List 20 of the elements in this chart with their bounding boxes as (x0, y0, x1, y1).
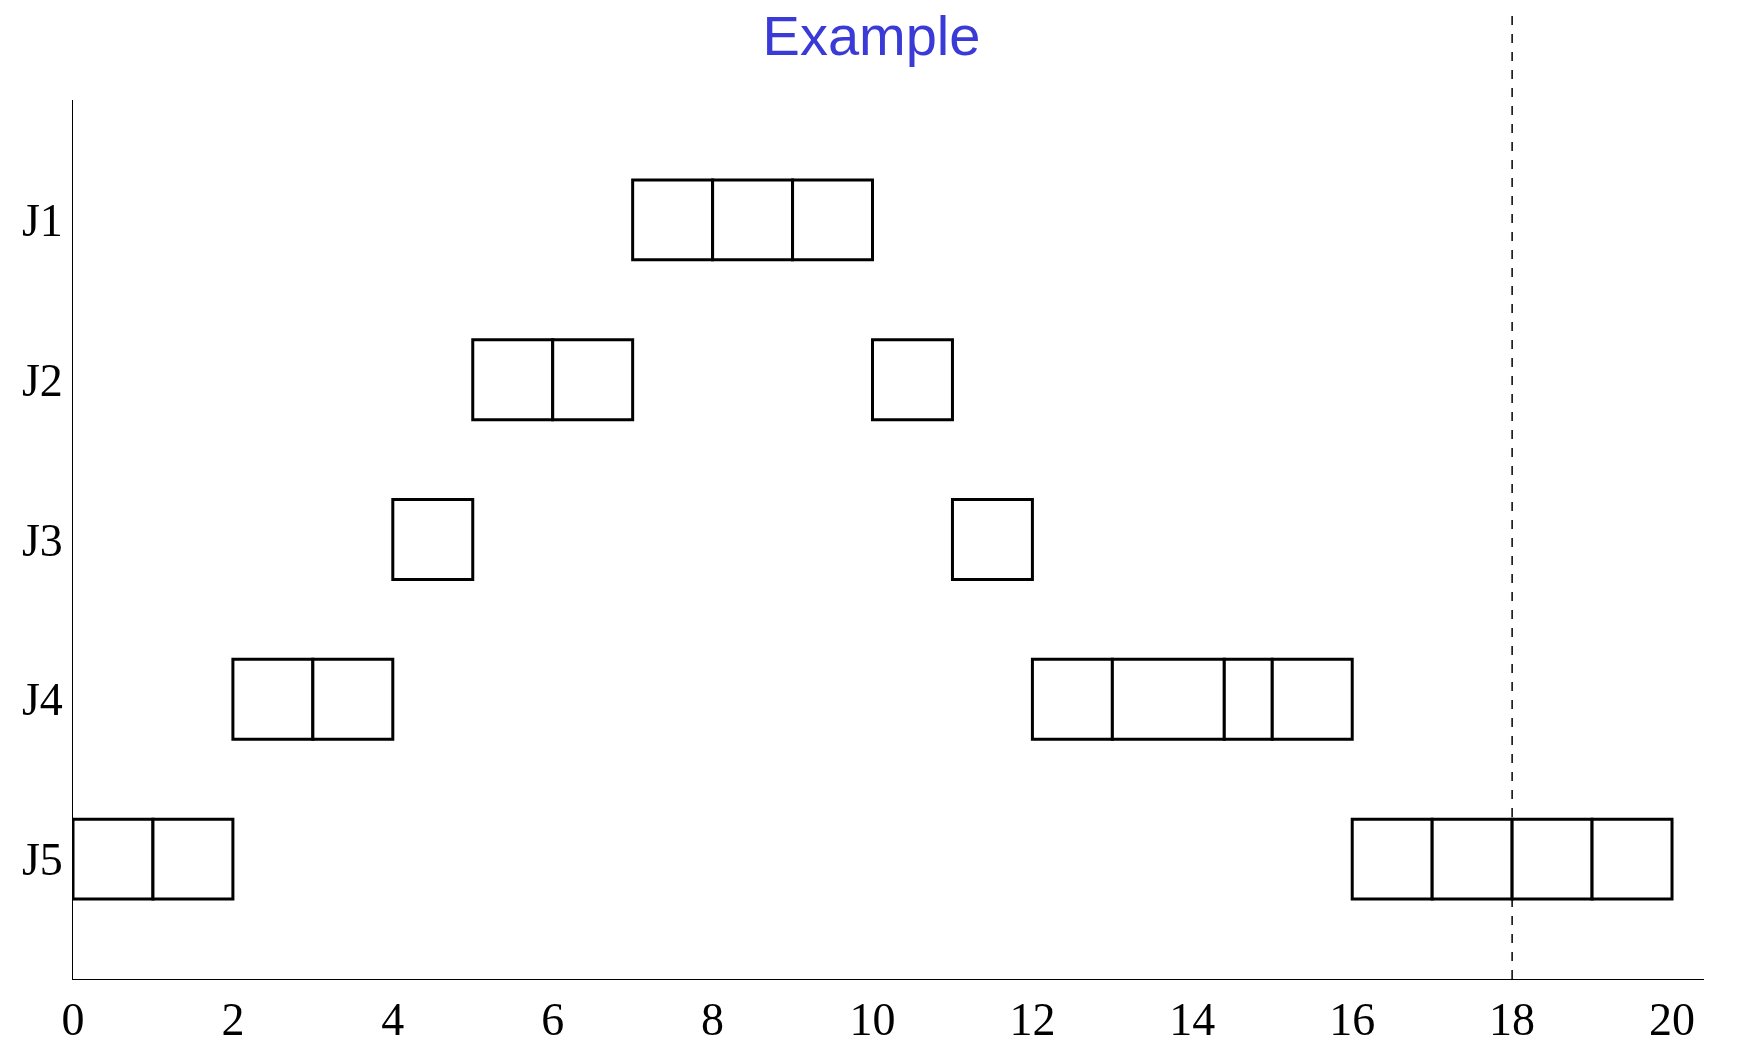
bar (391, 498, 475, 581)
x-tick-label: 14 (1169, 994, 1216, 1046)
x-tick-label: 18 (1489, 994, 1536, 1046)
bar (950, 498, 1034, 581)
x-tick-label: 6 (541, 994, 565, 1046)
x-tick-label: 16 (1329, 994, 1376, 1046)
x-tick-label: 20 (1649, 994, 1696, 1046)
x-tick-label: 0 (61, 994, 85, 1046)
x-tick-label: 12 (1009, 994, 1056, 1046)
y-tick-label: J3 (21, 514, 63, 566)
y-tick-label: J2 (21, 354, 63, 406)
x-tick-label: 2 (221, 994, 245, 1046)
x-tick-label: 10 (849, 994, 896, 1046)
x-tick-label: 4 (381, 994, 405, 1046)
y-tick-label: J1 (21, 194, 63, 246)
bar (871, 338, 954, 422)
chart-title: Example (762, 4, 981, 68)
x-tick-label: 8 (701, 994, 725, 1046)
y-tick-label: J5 (21, 834, 63, 886)
y-tick-label: J4 (21, 674, 63, 726)
